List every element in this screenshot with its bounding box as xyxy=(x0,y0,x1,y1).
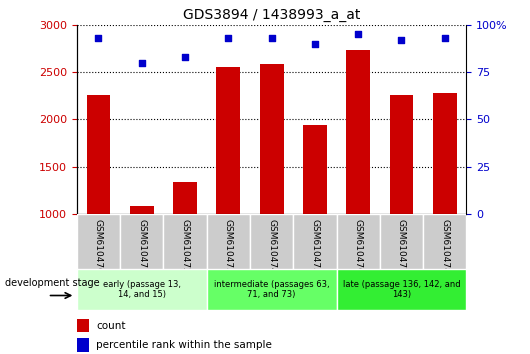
Bar xyxy=(163,214,207,269)
Bar xyxy=(173,182,197,214)
Bar xyxy=(303,125,327,214)
Text: count: count xyxy=(96,321,126,331)
Text: GSM610470: GSM610470 xyxy=(94,218,103,273)
Bar xyxy=(77,338,89,352)
Bar xyxy=(216,67,240,214)
Bar xyxy=(346,50,370,214)
Point xyxy=(354,32,363,37)
Point xyxy=(94,35,103,41)
Point xyxy=(181,54,189,60)
Point xyxy=(267,35,276,41)
Bar xyxy=(77,269,207,310)
Bar xyxy=(433,93,457,214)
Bar xyxy=(120,214,163,269)
Bar xyxy=(77,214,120,269)
Title: GDS3894 / 1438993_a_at: GDS3894 / 1438993_a_at xyxy=(183,8,360,22)
Bar xyxy=(337,214,380,269)
Bar xyxy=(250,214,293,269)
Bar xyxy=(293,214,337,269)
Bar xyxy=(337,269,466,310)
Text: GSM610476: GSM610476 xyxy=(354,218,363,273)
Bar xyxy=(77,319,89,332)
Point xyxy=(440,35,449,41)
Text: percentile rank within the sample: percentile rank within the sample xyxy=(96,340,272,350)
Point xyxy=(224,35,233,41)
Text: GSM610471: GSM610471 xyxy=(137,218,146,273)
Bar xyxy=(380,214,423,269)
Text: GSM610473: GSM610473 xyxy=(224,218,233,273)
Text: GSM610474: GSM610474 xyxy=(267,218,276,273)
Text: early (passage 13,
14, and 15): early (passage 13, 14, and 15) xyxy=(103,280,181,299)
Text: development stage: development stage xyxy=(5,278,100,288)
Point xyxy=(311,41,319,46)
Bar xyxy=(260,64,284,214)
Text: GSM610472: GSM610472 xyxy=(181,218,190,273)
Bar xyxy=(390,95,413,214)
Text: GSM610475: GSM610475 xyxy=(311,218,320,273)
Bar xyxy=(207,269,337,310)
Text: late (passage 136, 142, and
143): late (passage 136, 142, and 143) xyxy=(343,280,460,299)
Bar xyxy=(423,214,466,269)
Text: GSM610478: GSM610478 xyxy=(440,218,449,273)
Text: intermediate (passages 63,
71, and 73): intermediate (passages 63, 71, and 73) xyxy=(214,280,330,299)
Bar xyxy=(86,95,110,214)
Point xyxy=(398,37,406,43)
Bar xyxy=(207,214,250,269)
Bar xyxy=(130,206,154,214)
Text: GSM610477: GSM610477 xyxy=(397,218,406,273)
Point xyxy=(137,60,146,65)
